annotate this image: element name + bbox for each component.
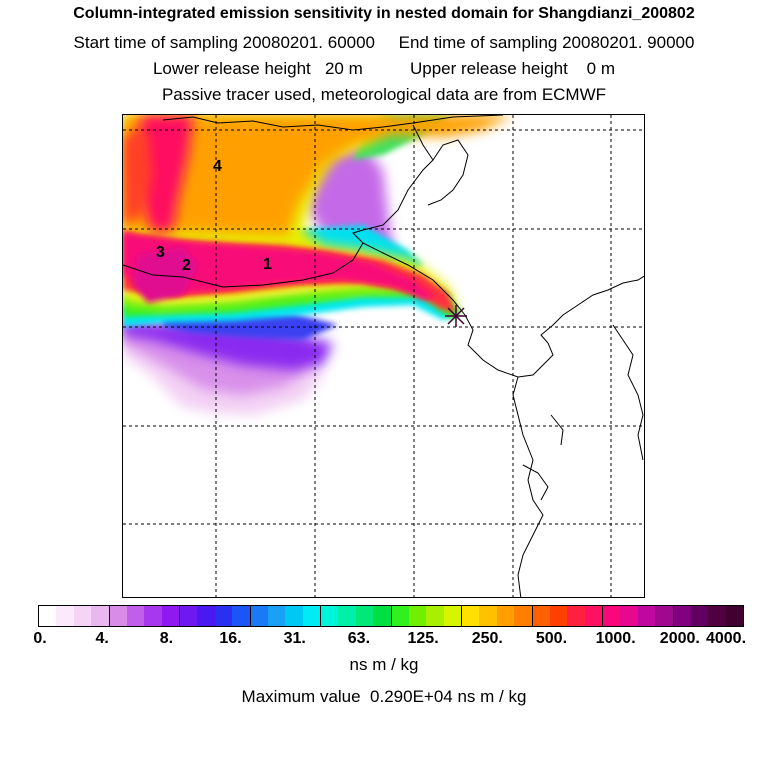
colorbar-swatch [302, 606, 320, 626]
colorbar-swatch [461, 606, 480, 626]
field-layer-orange [123, 115, 513, 235]
cluster-label-1: 1 [263, 256, 272, 273]
colorbar-swatch [320, 606, 339, 626]
colorbar-swatch [443, 606, 461, 626]
release-height-line: Lower release height 20 m Upper release … [152, 59, 616, 78]
country-border [123, 242, 364, 288]
coastline-liaodong [427, 139, 469, 206]
colorbar-tick-labels: 0. 4. 8. 16. 31. 63. 125. 250. 500. 1000. 2000. 400… [0, 630, 768, 650]
colorbar-swatch [602, 606, 621, 626]
colorbar-tick-label: 1000. [595, 630, 636, 647]
sampling-time-line: Start time of sampling 20080201. 60000 E… [73, 33, 695, 52]
coastline-shandong-east [464, 275, 644, 378]
cluster-label-4: 4 [213, 158, 222, 175]
colorbar-swatch [39, 606, 57, 626]
colorbar-tick-label: 4000. [705, 630, 747, 647]
colorbar-tick-label: 125. [407, 630, 439, 647]
colorbar-swatch [285, 606, 303, 626]
max-value-line: Maximum value 0.290E+04 ns m / kg [241, 687, 527, 706]
colorbar-swatch [56, 606, 74, 626]
graticule [123, 115, 644, 597]
colorbar-swatch [390, 606, 409, 626]
coastline-south [512, 376, 544, 597]
coastline-bohai-east [352, 124, 466, 316]
coastline-north [162, 115, 504, 131]
colorbar-swatch [338, 606, 356, 626]
colorbar-tick-label: 250. [471, 630, 503, 647]
colorbar-swatch [197, 606, 215, 626]
colorbar-swatch [725, 606, 743, 626]
colorbar-swatch [426, 606, 444, 626]
colorbar-swatch [584, 606, 602, 626]
colorbar-swatch [567, 606, 585, 626]
colorbar [38, 605, 744, 627]
colorbar-swatch [108, 606, 127, 626]
colorbar-swatch [179, 606, 198, 626]
colorbar-tick-label: 63. [347, 630, 371, 647]
colorbar-swatch [690, 606, 709, 626]
colorbar-swatch [73, 606, 92, 626]
colorbar-swatch [479, 606, 497, 626]
colorbar-swatch [126, 606, 145, 626]
field-layer-red-north [123, 130, 153, 225]
colorbar-swatch [91, 606, 109, 626]
sensitivity-field [123, 115, 513, 415]
field-layer-hotspot-west [133, 247, 198, 303]
station-asterisk-icon [445, 305, 467, 327]
colorbar-swatch [267, 606, 286, 626]
coastline [123, 115, 644, 597]
cluster-label-3: 3 [156, 244, 165, 261]
colorbar-tick-label: 4. [95, 630, 109, 647]
colorbar-swatch [161, 606, 179, 626]
emission-sensitivity-map: 1 2 3 4 [122, 114, 645, 598]
coastline-korea [612, 324, 644, 461]
colorbar-tick-label: 2000. [659, 630, 700, 647]
field-layer-magenta-core [123, 233, 435, 299]
colorbar-swatch [144, 606, 162, 626]
colorbar-tick-label: 8. [159, 630, 174, 647]
colorbar-swatch [373, 606, 391, 626]
colorbar-swatch [232, 606, 250, 626]
colorbar-swatch [408, 606, 427, 626]
colorbar-swatch [531, 606, 550, 626]
colorbar-swatch [549, 606, 568, 626]
colorbar-tick-label: 500. [535, 630, 568, 647]
colorbar-swatch [214, 606, 233, 626]
colorbar-tick-label: 0. [33, 630, 47, 647]
colorbar-swatch [637, 606, 656, 626]
colorbar-swatch [355, 606, 374, 626]
colorbar-tick-label: 16. [219, 630, 242, 647]
colorbar-swatch [655, 606, 673, 626]
colorbar-swatch [708, 606, 726, 626]
unit-label: ns m / kg [349, 655, 419, 674]
coastline-islands [522, 414, 564, 501]
colorbar-swatch [496, 606, 515, 626]
colorbar-swatch [249, 606, 268, 626]
colorbar-swatch [620, 606, 638, 626]
colorbar-swatch [672, 606, 691, 626]
colorbar-tick-label: 31. [283, 630, 306, 647]
colorbar-swatch [514, 606, 532, 626]
cluster-label-2: 2 [182, 257, 191, 274]
plot-title: Column-integrated emission sensitivity i… [73, 5, 695, 22]
tracer-info-line: Passive tracer used, meteorological data… [161, 85, 607, 104]
